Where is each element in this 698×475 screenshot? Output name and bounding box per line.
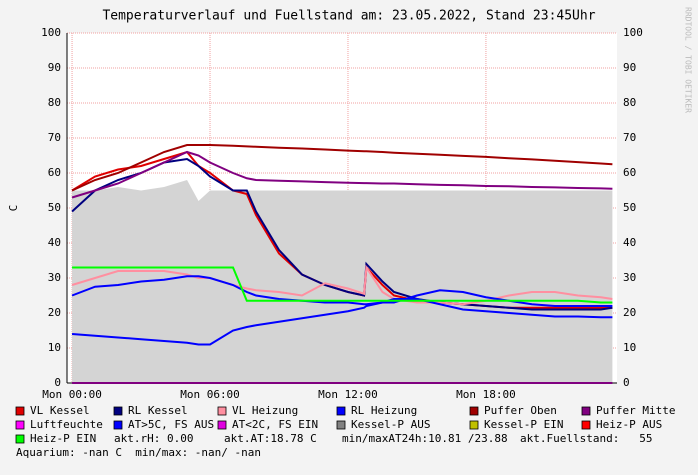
legend-swatch [581, 420, 591, 430]
legend-label: Puffer Oben [484, 404, 557, 417]
legend-label: Heiz-P EIN [30, 432, 96, 445]
x-tick-label: Mon 12:00 [318, 388, 378, 401]
y2-tick-label: 20 [623, 306, 636, 319]
y2-tick-label: 50 [623, 201, 636, 214]
status-text: min/maxAT24h:10.81 /23.88 [342, 432, 508, 445]
y-axis-label: C [7, 205, 20, 212]
legend-label: Kessel-P AUS [351, 418, 430, 431]
legend-swatch [581, 406, 591, 416]
y2-tick-label: 70 [623, 131, 636, 144]
y-tick-label: 70 [48, 131, 61, 144]
y-tick-label: 30 [48, 271, 61, 284]
y-tick-label: 80 [48, 96, 61, 109]
x-tick-label: Mon 18:00 [456, 388, 516, 401]
y-tick-label: 60 [48, 166, 61, 179]
y-tick-label: 50 [48, 201, 61, 214]
legend-swatch [336, 406, 346, 416]
y-tick-label: 90 [48, 61, 61, 74]
legend-swatch [15, 434, 25, 444]
y2-tick-label: 30 [623, 271, 636, 284]
series-line [71, 157, 613, 311]
series-line [71, 144, 613, 192]
status-text: akt.Fuellstand: 55 [520, 432, 652, 445]
status-text: akt.AT:18.78 C [224, 432, 317, 445]
axes: 0 0 10 10 20 20 30 30 40 40 50 50 60 60 70 70 80 80 90 90 10… [41, 26, 643, 401]
y-tick-label: 100 [41, 26, 61, 39]
y2-tick-label: 90 [623, 61, 636, 74]
area [72, 180, 613, 383]
x-tick-label: Mon 00:00 [42, 388, 102, 401]
legend-label: VL Heizung [232, 404, 298, 417]
legend-label: RL Kessel [128, 404, 188, 417]
y-tick-label: 0 [54, 376, 61, 389]
legend-label: Kessel-P EIN [484, 418, 563, 431]
legend-swatch [217, 420, 227, 430]
legend-swatch [113, 406, 123, 416]
legend-label: Heiz-P AUS [596, 418, 662, 431]
y2-tick-label: 0 [623, 376, 630, 389]
legend-label: Luftfeuchte [30, 418, 103, 431]
side-text: RRDTOOL / TOBI OETIKER [684, 7, 693, 113]
series-line [71, 275, 613, 307]
chart-title: Temperaturverlauf und Fuellstand am: 23.… [102, 9, 595, 24]
legend-label: Puffer Mitte [596, 404, 675, 417]
footer-text: Aquarium: -nan C min/max: -nan/ -nan [16, 446, 261, 459]
y2-tick-label: 10 [623, 341, 636, 354]
series-line [71, 298, 613, 346]
y2-tick-label: 40 [623, 236, 636, 249]
legend-swatch [469, 406, 479, 416]
legend-swatch [113, 420, 123, 430]
legend: VL Kessel RL Kessel VL Heizung RL Heizung Pu… [15, 404, 675, 459]
y-tick-label: 20 [48, 306, 61, 319]
legend-label: RL Heizung [351, 404, 417, 417]
y-tick-label: 10 [48, 341, 61, 354]
legend-swatch [469, 420, 479, 430]
legend-label: VL Kessel [30, 404, 90, 417]
series-line [71, 264, 613, 306]
legend-swatch [15, 406, 25, 416]
series-line [72, 266, 613, 304]
x-tick-label: Mon 06:00 [180, 388, 240, 401]
series-line [71, 150, 613, 199]
y-tick-label: 40 [48, 236, 61, 249]
legend-label: AT<2C, FS EIN [232, 418, 318, 431]
y2-tick-label: 60 [623, 166, 636, 179]
y2-tick-label: 80 [623, 96, 636, 109]
y2-tick-label: 100 [623, 26, 643, 39]
status-text: akt.rH: 0.00 [114, 432, 193, 445]
plot: 0 0 10 10 20 20 30 30 40 40 50 50 60 60 70 70 80 80 90 90 10… [15, 26, 675, 459]
legend-swatch [336, 420, 346, 430]
legend-label: AT>5C, FS AUS [128, 418, 214, 431]
legend-swatch [217, 406, 227, 416]
legend-swatch [15, 420, 25, 430]
